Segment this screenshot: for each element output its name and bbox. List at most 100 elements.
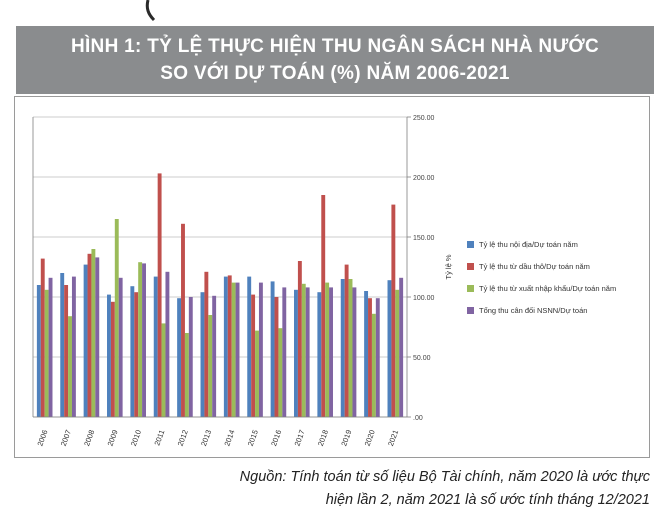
bar <box>153 276 158 417</box>
x-tick-label: 2019 <box>339 429 353 448</box>
bar <box>64 285 69 417</box>
hanging-hook-icon <box>145 0 156 22</box>
bar <box>231 282 236 417</box>
bar <box>321 195 326 417</box>
bar <box>294 289 298 417</box>
x-tick-label: 2009 <box>106 429 120 448</box>
x-tick-label: 2006 <box>35 429 49 448</box>
bar <box>71 276 76 417</box>
figure-title-banner: HÌNH 1: TỶ LỆ THỰC HIỆN THU NGÂN SÁCH NH… <box>16 26 654 94</box>
bar <box>91 249 96 417</box>
bar <box>235 282 240 417</box>
x-tick-label: 2010 <box>129 429 143 448</box>
legend-label: Tỷ lệ thu từ dầu thô/Dự toán năm <box>479 262 590 271</box>
bar <box>130 286 135 417</box>
bar <box>95 257 100 417</box>
x-tick-label: 2017 <box>293 429 307 448</box>
source-note-line-2: hiện lần 2, năm 2021 là số ước tính thán… <box>325 492 650 508</box>
bar <box>282 287 287 417</box>
legend-label: Tổng thu cân đối NSNN/Dự toán <box>479 306 587 315</box>
bar <box>387 280 392 417</box>
y-axis-label: Tỷ lệ % <box>444 254 453 279</box>
x-tick-label: 2008 <box>82 429 96 448</box>
bar <box>142 263 146 417</box>
bar <box>165 271 170 417</box>
bar <box>60 273 65 417</box>
bar <box>181 223 185 417</box>
bar <box>325 282 330 417</box>
bar <box>48 277 53 417</box>
bar <box>83 264 88 417</box>
legend-swatch <box>467 307 474 314</box>
bar <box>247 276 252 417</box>
y-tick-label: .00 <box>413 415 423 422</box>
figure-title-line-1: HÌNH 1: TỶ LỆ THỰC HIỆN THU NGÂN SÁCH NH… <box>70 36 600 57</box>
bar <box>399 277 404 417</box>
bar <box>395 289 400 417</box>
bar <box>348 279 353 417</box>
bar <box>274 297 279 417</box>
y-tick-label: 250.00 <box>413 115 435 122</box>
x-tick-label: 2007 <box>59 429 73 448</box>
y-tick-label: 150.00 <box>413 235 435 242</box>
bar <box>157 173 162 417</box>
legend-swatch <box>467 285 474 292</box>
bar <box>40 258 45 417</box>
bar <box>297 261 302 417</box>
bar <box>375 298 380 417</box>
bar <box>368 298 372 417</box>
bar <box>184 333 189 417</box>
bar <box>200 292 205 417</box>
x-tick-label: 2015 <box>246 429 260 448</box>
x-tick-label: 2011 <box>152 429 166 447</box>
y-tick-label: 200.00 <box>413 175 435 182</box>
x-tick-label: 2013 <box>199 429 213 448</box>
bar <box>352 287 357 417</box>
bar <box>371 313 376 417</box>
bar <box>391 204 396 417</box>
bar <box>110 301 115 417</box>
bar <box>227 275 232 417</box>
legend-swatch <box>467 241 474 248</box>
bar <box>188 297 193 417</box>
chart-frame: .00 50.00 100.00 150.00 200.00 250.00 2006 2007… <box>14 96 650 458</box>
bar <box>344 264 349 417</box>
x-tick-label: 2016 <box>269 429 283 448</box>
bar <box>223 276 228 417</box>
bar <box>317 292 322 417</box>
bar <box>278 328 283 417</box>
bar <box>44 289 49 417</box>
figure-title-line-2: SO VỚI DỰ TOÁN (%) NĂM 2006-2021 <box>160 63 510 84</box>
y-tick-label: 50.00 <box>413 355 431 362</box>
bar <box>255 330 259 417</box>
x-tick-label: 2014 <box>222 429 236 448</box>
bar-chart: .00 50.00 100.00 150.00 200.00 250.00 2006 2007… <box>32 115 616 448</box>
bar <box>36 285 41 417</box>
y-tick-label: 100.00 <box>413 295 435 302</box>
bar <box>329 287 333 417</box>
legend-swatch <box>467 263 474 270</box>
x-tick-label: 2021 <box>386 429 400 448</box>
bar <box>134 292 139 417</box>
bar <box>68 316 72 417</box>
x-tick-label: 2012 <box>176 429 190 448</box>
bar <box>138 262 143 417</box>
bar <box>204 271 209 417</box>
legend-label: Tỷ lệ thu nội địa/Dự toán năm <box>479 240 578 249</box>
source-note-line-1: Nguồn: Tính toán từ số liệu Bộ Tài chính… <box>239 469 650 485</box>
source-note: Nguồn: Tính toán từ số liệu Bộ Tài chính… <box>150 466 650 512</box>
bar <box>212 295 217 417</box>
bar <box>107 294 111 417</box>
bar <box>364 291 369 417</box>
bar <box>301 283 306 417</box>
bar <box>161 323 166 417</box>
bar <box>114 219 119 417</box>
x-tick-label: 2020 <box>363 429 377 448</box>
x-tick-label: 2018 <box>316 429 330 448</box>
bar <box>258 282 263 417</box>
bar <box>270 281 275 417</box>
bar <box>305 287 310 417</box>
bar <box>177 298 182 417</box>
legend-label: Tỷ lệ thu từ xuất nhập khẩu/Dự toán năm <box>479 284 616 293</box>
bar <box>251 294 256 417</box>
